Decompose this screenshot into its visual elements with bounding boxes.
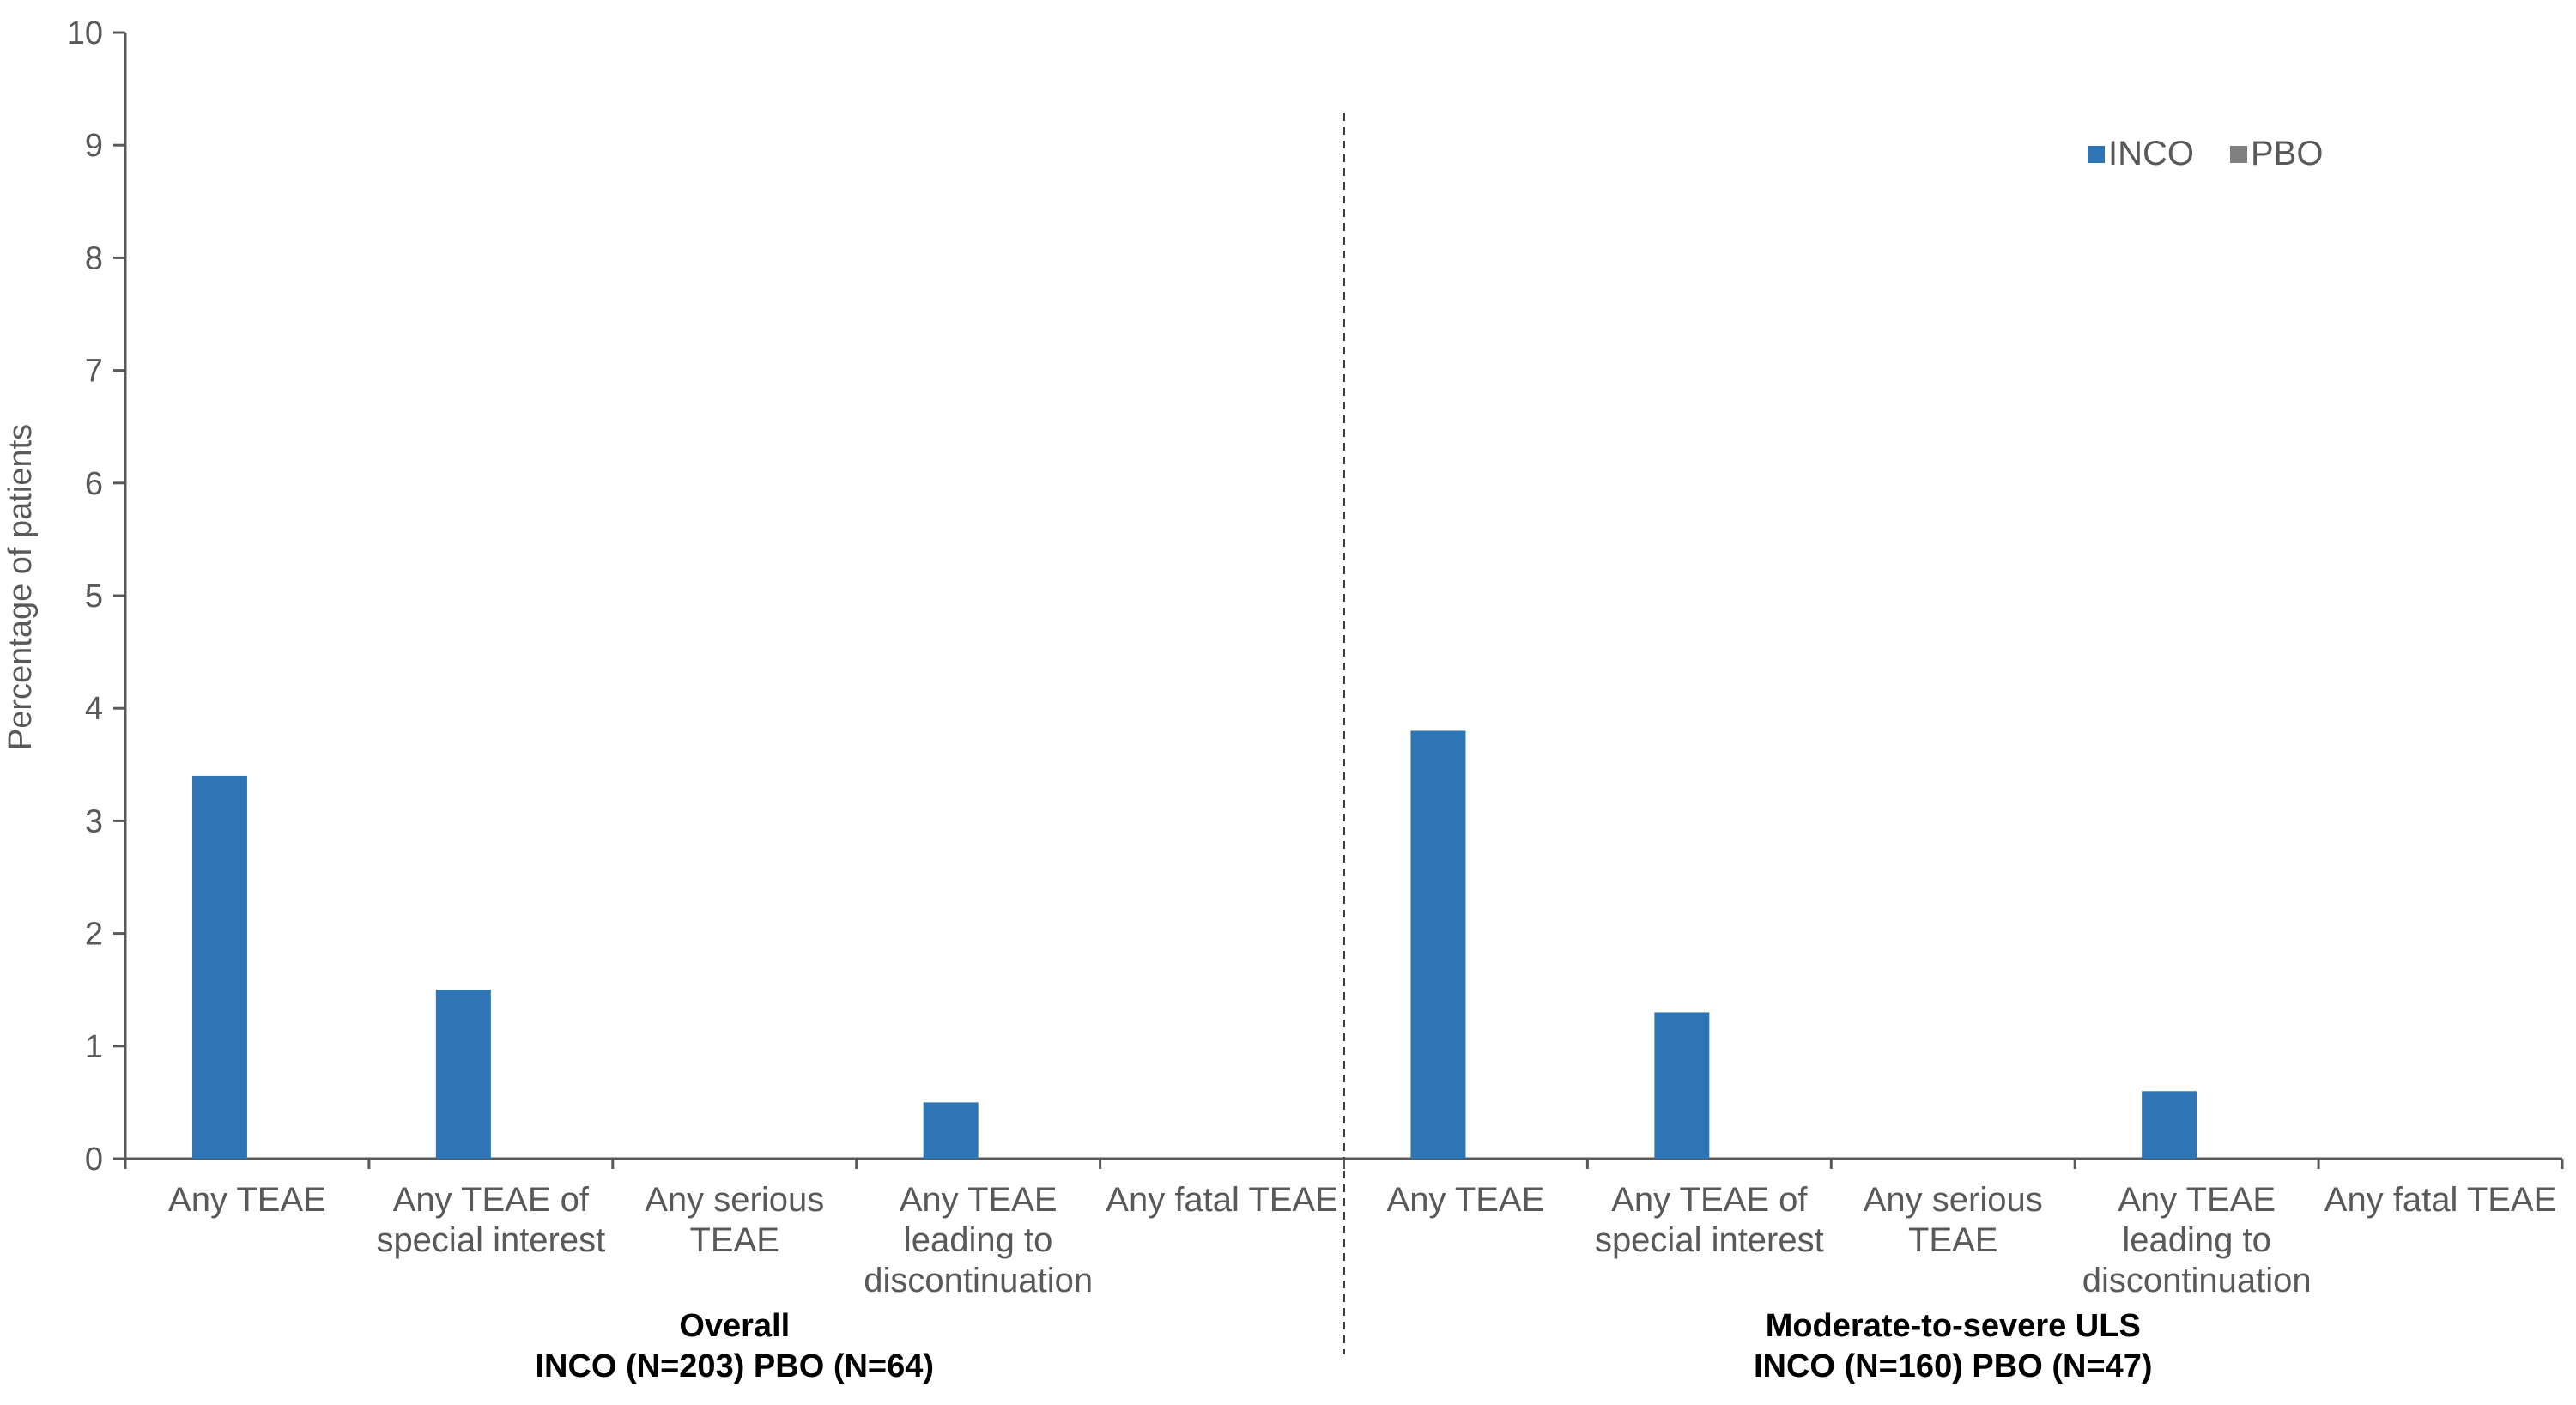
x-category-label: Any TEAE xyxy=(900,1181,1058,1219)
x-category-label: Any serious xyxy=(1864,1181,2043,1219)
legend-swatch-pbo xyxy=(2230,146,2247,163)
group-label: Overall xyxy=(679,1308,790,1344)
x-category-label: TEAE xyxy=(690,1221,779,1259)
x-category-label: leading to xyxy=(904,1221,1052,1259)
y-tick-label: 0 xyxy=(85,1142,103,1178)
legend-label-pbo: PBO xyxy=(2251,135,2323,173)
x-category-label: discontinuation xyxy=(864,1262,1093,1299)
y-tick-label: 3 xyxy=(85,803,103,839)
y-tick-label: 4 xyxy=(85,691,103,727)
x-category-label: leading to xyxy=(2122,1221,2270,1259)
y-tick-label: 2 xyxy=(85,917,103,953)
y-tick-label: 1 xyxy=(85,1029,103,1065)
y-tick-label: 6 xyxy=(85,466,103,502)
y-tick-label: 5 xyxy=(85,578,103,615)
x-category-label: Any fatal TEAE xyxy=(2324,1181,2557,1219)
y-tick-label: 8 xyxy=(85,240,103,276)
group-label: INCO (N=160) PBO (N=47) xyxy=(1754,1348,2153,1384)
y-axis-title: Percentage of patients xyxy=(3,424,39,750)
bar-inco xyxy=(1410,730,1466,1159)
bar-inco xyxy=(435,990,491,1159)
y-tick-label: 9 xyxy=(85,128,103,164)
x-category-label: special interest xyxy=(1595,1221,1824,1259)
group-label: INCO (N=203) PBO (N=64) xyxy=(535,1348,934,1384)
bar-inco xyxy=(2142,1091,2197,1159)
bar-inco xyxy=(923,1102,979,1159)
x-category-label: Any fatal TEAE xyxy=(1106,1181,1338,1219)
x-category-label: Any TEAE xyxy=(2118,1181,2276,1219)
legend-swatch-inco xyxy=(2088,146,2105,163)
y-tick-label: 10 xyxy=(67,15,103,51)
x-category-label: Any serious xyxy=(645,1181,824,1219)
bar-inco xyxy=(1654,1012,1710,1159)
x-category-label: Any TEAE xyxy=(168,1181,326,1219)
x-category-label: Any TEAE of xyxy=(393,1181,590,1219)
x-category-label: special interest xyxy=(376,1221,605,1259)
x-category-label: TEAE xyxy=(1908,1221,1997,1259)
y-tick-label: 7 xyxy=(85,354,103,390)
group-label: Moderate-to-severe ULS xyxy=(1766,1308,2141,1344)
x-category-label: Any TEAE of xyxy=(1611,1181,1808,1219)
x-category-label: discontinuation xyxy=(2082,1262,2312,1299)
legend-label-inco: INCO xyxy=(2108,135,2194,173)
bar-inco xyxy=(191,775,247,1159)
x-category-label: Any TEAE xyxy=(1387,1181,1545,1219)
